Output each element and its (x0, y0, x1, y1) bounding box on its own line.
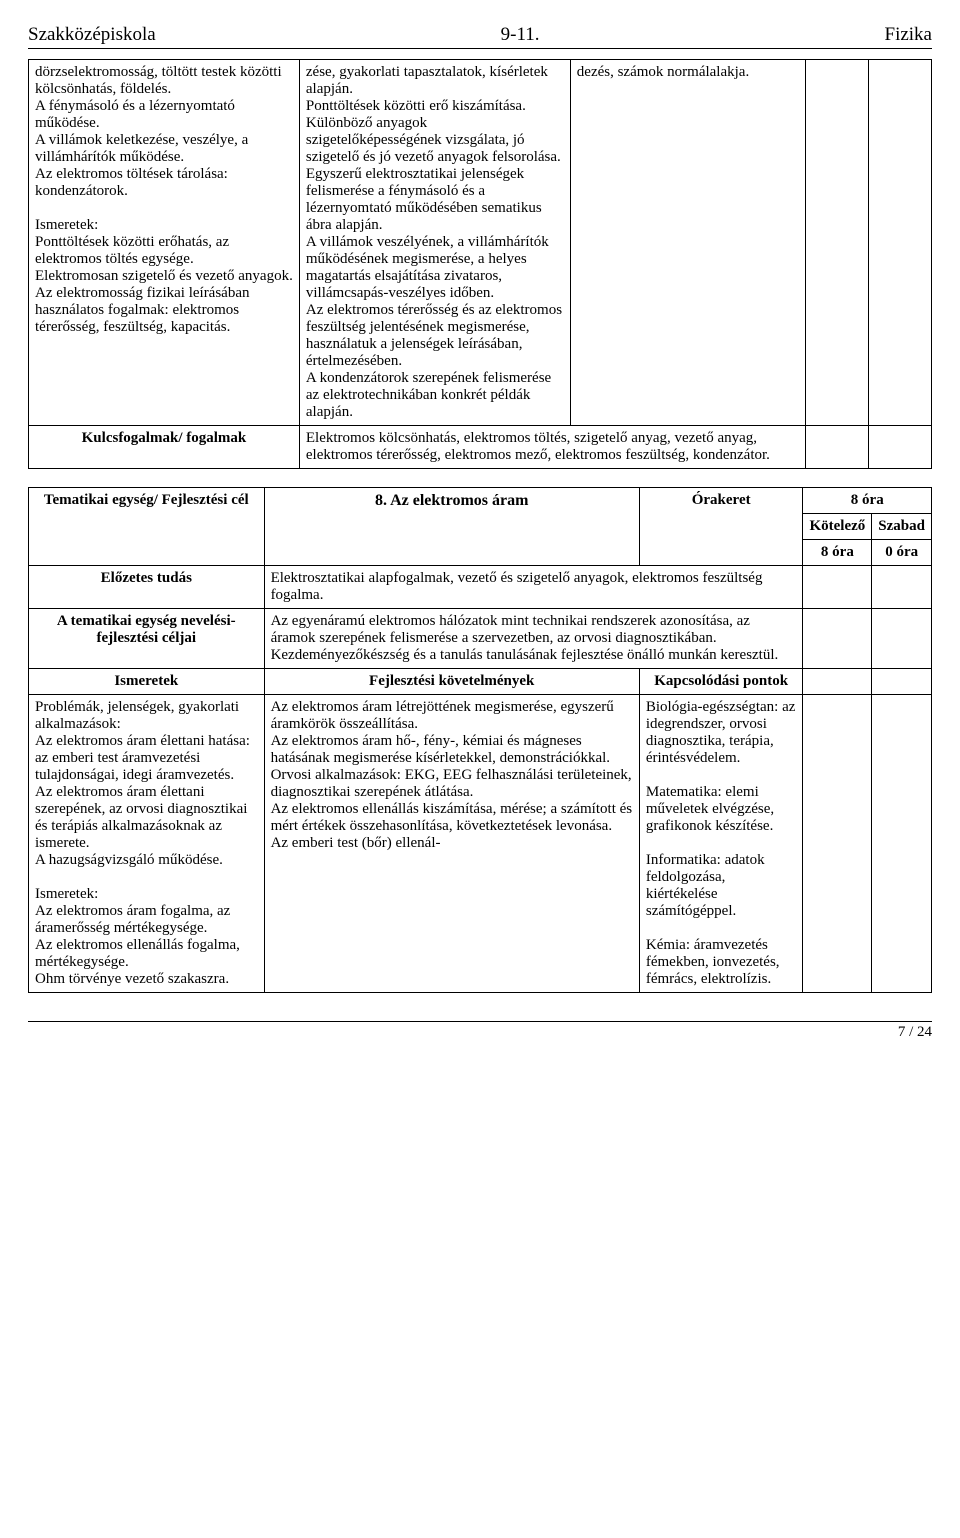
kulcs-row: Kulcsfogalmak/ fogalmak Elektromos kölcs… (29, 426, 932, 469)
t2-kotelezo-val: 8 óra (803, 540, 872, 566)
t2-elozetes-label: Előzetes tudás (29, 566, 265, 609)
page-header: Szakközépiskola 9-11. Fizika (28, 24, 932, 46)
t2-col-headers: Ismeretek Fejlesztési követelmények Kapc… (29, 669, 932, 695)
kulcs-spare1 (805, 426, 868, 469)
header-right: Fizika (885, 24, 933, 46)
t1-col2: zése, gyakorlati tapasztalatok, kísérlet… (299, 60, 570, 426)
t1-col1-text: dörzselektromosság, töltött testek közöt… (35, 64, 293, 336)
header-center: 9-11. (501, 24, 540, 46)
table-gap (28, 469, 932, 487)
table-2: Tematikai egység/ Fejlesztési cél 8. Az … (28, 487, 932, 993)
kulcs-spare2 (868, 426, 931, 469)
t2-szabad: Szabad (872, 514, 932, 540)
t2-cel-text: Az egyenáramú elektromos hálózatok mint … (264, 609, 803, 669)
t2-elozetes-sp1 (803, 566, 872, 609)
t2-head-kap: Kapcsolódási pontok (639, 669, 803, 695)
t2-cel-row: A tematikai egység nevelési-fejlesztési … (29, 609, 932, 669)
t2-tematikai: Tematikai egység/ Fejlesztési cél (29, 488, 265, 566)
t2-body-c2-text: Az elektromos áram létrejöttének megisme… (271, 699, 633, 852)
t2-head-fej: Fejlesztési követelmények (264, 669, 639, 695)
t1-col3-text: dezés, számok normálalakja. (577, 64, 799, 81)
page-number: 7 / 24 (28, 1024, 932, 1041)
header-rule (28, 48, 932, 49)
t2-body-sp1 (803, 695, 872, 993)
t2-elozetes-text: Elektrosztatikai alapfogalmak, vezető és… (264, 566, 803, 609)
t2-elozetes-row: Előzetes tudás Elektrosztatikai alapfoga… (29, 566, 932, 609)
t2-cel-sp2 (872, 609, 932, 669)
t2-head-sp1 (803, 669, 872, 695)
t2-title: 8. Az elektromos áram (264, 488, 639, 566)
t1-col3: dezés, számok normálalakja. (570, 60, 805, 426)
t2-body-c3-text: Biológia-egészségtan: az idegrendszer, o… (646, 699, 797, 988)
t2-orakeret: Órakeret (639, 488, 803, 566)
t2-ora-top: 8 óra (803, 488, 932, 514)
t2-head-sp2 (872, 669, 932, 695)
t2-body-c1-text: Problémák, jelenségek, gyakorlati alkalm… (35, 699, 258, 988)
t2-cel-sp1 (803, 609, 872, 669)
t1-col4 (805, 60, 868, 426)
table-1-row: dörzselektromosság, töltött testek közöt… (29, 60, 932, 426)
t2-body-c3: Biológia-egészségtan: az idegrendszer, o… (639, 695, 803, 993)
t2-header-row: Tematikai egység/ Fejlesztési cél 8. Az … (29, 488, 932, 514)
kulcs-label: Kulcsfogalmak/ fogalmak (29, 426, 300, 469)
t2-body-c1: Problémák, jelenségek, gyakorlati alkalm… (29, 695, 265, 993)
t2-body-sp2 (872, 695, 932, 993)
footer-rule (28, 1021, 932, 1022)
table-1: dörzselektromosság, töltött testek közöt… (28, 59, 932, 469)
t2-kotelezo: Kötelező (803, 514, 872, 540)
t2-body-c2: Az elektromos áram létrejöttének megisme… (264, 695, 639, 993)
kulcs-text: Elektromos kölcsönhatás, elektromos tölt… (299, 426, 805, 469)
t1-col1: dörzselektromosság, töltött testek közöt… (29, 60, 300, 426)
t2-cel-label: A tematikai egység nevelési-fejlesztési … (29, 609, 265, 669)
t2-szabad-val: 0 óra (872, 540, 932, 566)
t1-col2-text: zése, gyakorlati tapasztalatok, kísérlet… (306, 64, 564, 421)
t2-head-ism: Ismeretek (29, 669, 265, 695)
t2-body-row: Problémák, jelenségek, gyakorlati alkalm… (29, 695, 932, 993)
t2-elozetes-sp2 (872, 566, 932, 609)
header-left: Szakközépiskola (28, 24, 156, 46)
t1-col5 (868, 60, 931, 426)
